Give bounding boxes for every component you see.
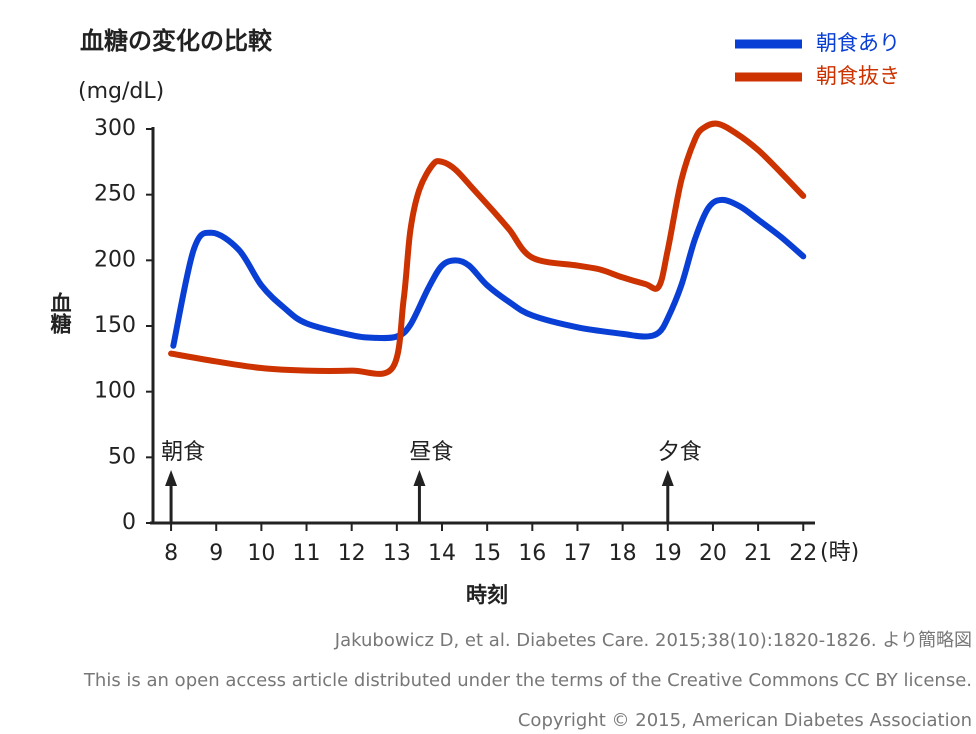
- y-tick-label: 250: [94, 182, 136, 207]
- annotation-arrowhead: [661, 470, 674, 486]
- footnote: Copyright © 2015, American Diabetes Asso…: [518, 710, 972, 731]
- x-tick-label: 16: [518, 541, 546, 566]
- footnote: Jakubowicz D, et al. Diabetes Care. 2015…: [334, 630, 972, 651]
- x-tick-label: 18: [609, 541, 637, 566]
- y-unit: (mg/dL): [78, 79, 164, 104]
- x-unit: (時): [820, 540, 859, 565]
- x-tick-label: 12: [338, 541, 366, 566]
- annotation-arrowhead: [165, 470, 178, 486]
- footnote: This is an open access article distribut…: [83, 670, 972, 691]
- legend-label: 朝食あり: [816, 31, 900, 55]
- x-tick-label: 21: [744, 541, 772, 566]
- x-tick-label: 10: [247, 541, 275, 566]
- chart-title: 血糖の変化の比較: [80, 27, 273, 55]
- y-tick-label: 150: [94, 313, 136, 338]
- annotation: 朝食: [161, 440, 205, 465]
- x-tick-label: 11: [293, 541, 321, 566]
- annotation: 昼食: [409, 440, 453, 465]
- legend-label: 朝食抜き: [816, 64, 900, 88]
- x-tick-label: 14: [428, 541, 456, 566]
- series-line: [168, 120, 807, 377]
- x-tick-label: 9: [209, 541, 223, 566]
- y-axis-title: 血糖: [48, 291, 72, 335]
- annotation: 夕食: [658, 440, 702, 465]
- x-axis-title: 時刻: [466, 583, 508, 607]
- annotation-arrowhead: [413, 470, 426, 486]
- y-tick-label: 50: [108, 444, 136, 469]
- y-tick-label: 300: [94, 116, 136, 141]
- y-tick-label: 0: [122, 510, 136, 535]
- x-tick-label: 22: [789, 541, 817, 566]
- x-tick-label: 15: [473, 541, 501, 566]
- x-tick-label: 8: [164, 541, 178, 566]
- x-tick-label: 20: [699, 541, 727, 566]
- series-line: [170, 196, 807, 349]
- x-tick-label: 13: [383, 541, 411, 566]
- x-tick-label: 17: [563, 541, 591, 566]
- x-tick-label: 19: [654, 541, 682, 566]
- y-tick-label: 100: [94, 379, 136, 404]
- y-tick-label: 200: [94, 247, 136, 272]
